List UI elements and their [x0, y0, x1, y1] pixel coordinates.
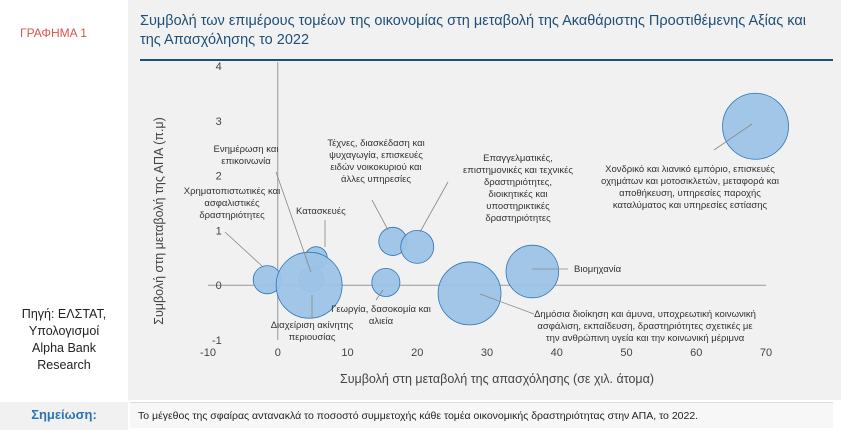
y-tick-label: 2 — [216, 171, 222, 183]
left-panel: ΓΡΑΦΗΜΑ 1 Πηγή: ΕΛΣΤΑΤ, Υπολογισμοί Alph… — [0, 0, 128, 400]
x-tick-label: 70 — [760, 347, 772, 359]
y-tick-label: 4 — [216, 61, 222, 73]
bubble-annotation: άλλες υπηρεσίες — [341, 174, 411, 185]
source-line: Research — [37, 358, 91, 372]
x-tick-label: 0 — [275, 347, 281, 359]
y-tick-label: 3 — [216, 116, 222, 128]
bubble-annotation: δραστηριότητες — [485, 213, 551, 224]
annotation-leader-line — [275, 171, 312, 273]
bubble-point — [722, 92, 789, 160]
bubble-point — [400, 229, 435, 264]
bubble-annotation: επιστημονικές και τεχνικές — [463, 165, 573, 176]
chart-number-label: ΓΡΑΦΗΜΑ 1 — [20, 26, 87, 40]
annotation-leader-line — [713, 123, 753, 151]
annotation-leader-line — [371, 199, 389, 231]
bubble-annotation: Βιομηχανία — [574, 264, 622, 275]
annotation-leader-line — [224, 231, 263, 267]
y-axis-label: Συμβολή στη μεταβολή της ΑΠΑ (π.μ) — [152, 117, 166, 325]
bubble-annotation: Χρηματοπιστωτικές και — [184, 186, 281, 197]
bubble-annotation: ειδών νοικοκυριού και — [330, 162, 421, 173]
bubble-annotation: Γεωργία, δασοκομία και — [331, 304, 431, 315]
bubble-annotation: αλιεία — [369, 316, 394, 327]
bubble-annotation: δραστηριότητες, — [484, 177, 552, 188]
annotation-leader-line — [479, 293, 535, 315]
bubble-annotation: Διαχείριση ακίνητης — [271, 320, 354, 331]
bubble-point — [505, 244, 560, 299]
x-tick-label: 50 — [620, 347, 632, 359]
x-tick-label: -10 — [200, 347, 216, 359]
bubble-annotation: Κατασκευές — [296, 206, 346, 217]
x-tick-label: 60 — [690, 347, 702, 359]
bubble-point — [275, 251, 343, 319]
y-tick-label: 0 — [216, 280, 222, 292]
bubble-annotation: Χονδρικό και λιανικό εμπόριο, επισκευές — [605, 164, 775, 175]
note-text: Το μέγεθος της σφαίρας αντανακλά το ποσο… — [130, 402, 833, 428]
bubble-annotation: ασφάλιση, εκπαίδευση, δραστηριότητες σχε… — [537, 321, 753, 332]
chart-panel — [128, 0, 841, 400]
bubble-annotation: Δημόσια διοίκηση και άμυνα, υποχρεωτική … — [534, 309, 756, 320]
bubble-annotation: επικοινωνία — [221, 156, 271, 167]
chart-title: Συμβολή των επιμέρους τομέων της οικονομ… — [140, 13, 806, 48]
bubble-annotation: διοικητικές και — [488, 189, 547, 200]
source-line: Πηγή: ΕΛΣΤΑΤ, — [21, 307, 107, 321]
annotation-leader-line — [419, 181, 449, 233]
source-line: Υπολογισμοί — [28, 324, 100, 338]
bubble-annotation: οχημάτων και μοτοσικλετών, μεταφορά και — [601, 176, 779, 187]
x-tick-label: 20 — [411, 347, 423, 359]
title-rule — [140, 59, 833, 61]
source-text: Πηγή: ΕΛΣΤΑΤ, Υπολογισμοί Alpha Bank Res… — [0, 306, 128, 374]
bubble-annotation: αποθήκευση, υπηρεσίες παροχής — [619, 188, 761, 199]
bubble-annotation: δραστηριότητες — [199, 210, 265, 221]
x-tick-label: 40 — [551, 347, 563, 359]
note-label: Σημείωση: — [0, 402, 128, 430]
bubble-annotation: υποστηρικτικές — [486, 201, 550, 212]
bubble-annotation: καταλύματος και υπηρεσίες εστίασης — [613, 200, 768, 211]
bubble-annotation: ψυχαγωγία, επισκευές — [329, 150, 423, 161]
bubble-annotation: περιουσίας — [289, 332, 336, 343]
y-tick-label: -1 — [212, 335, 222, 347]
source-line: Alpha Bank — [32, 341, 96, 355]
bubble-annotation: Επαγγελματικές, — [483, 153, 553, 164]
bubble-annotation: ασφαλιστικές — [204, 198, 260, 209]
bubble-annotation: Ενημέρωση και — [214, 144, 279, 155]
x-tick-label: 30 — [481, 347, 493, 359]
y-tick-label: 1 — [216, 225, 222, 237]
bubble-annotation: Τέχνες, διασκέδαση και — [327, 138, 424, 149]
bubble-point — [437, 261, 502, 326]
x-axis-label: Συμβολή στη μεταβολή της απασχόλησης (σε… — [340, 372, 654, 386]
bubble-annotation: την ανθρώπινη υγεία και την κοινωνική μέ… — [546, 333, 745, 344]
annotation-leader-line — [375, 289, 384, 301]
bubble-point — [371, 267, 401, 297]
x-tick-label: 10 — [341, 347, 353, 359]
